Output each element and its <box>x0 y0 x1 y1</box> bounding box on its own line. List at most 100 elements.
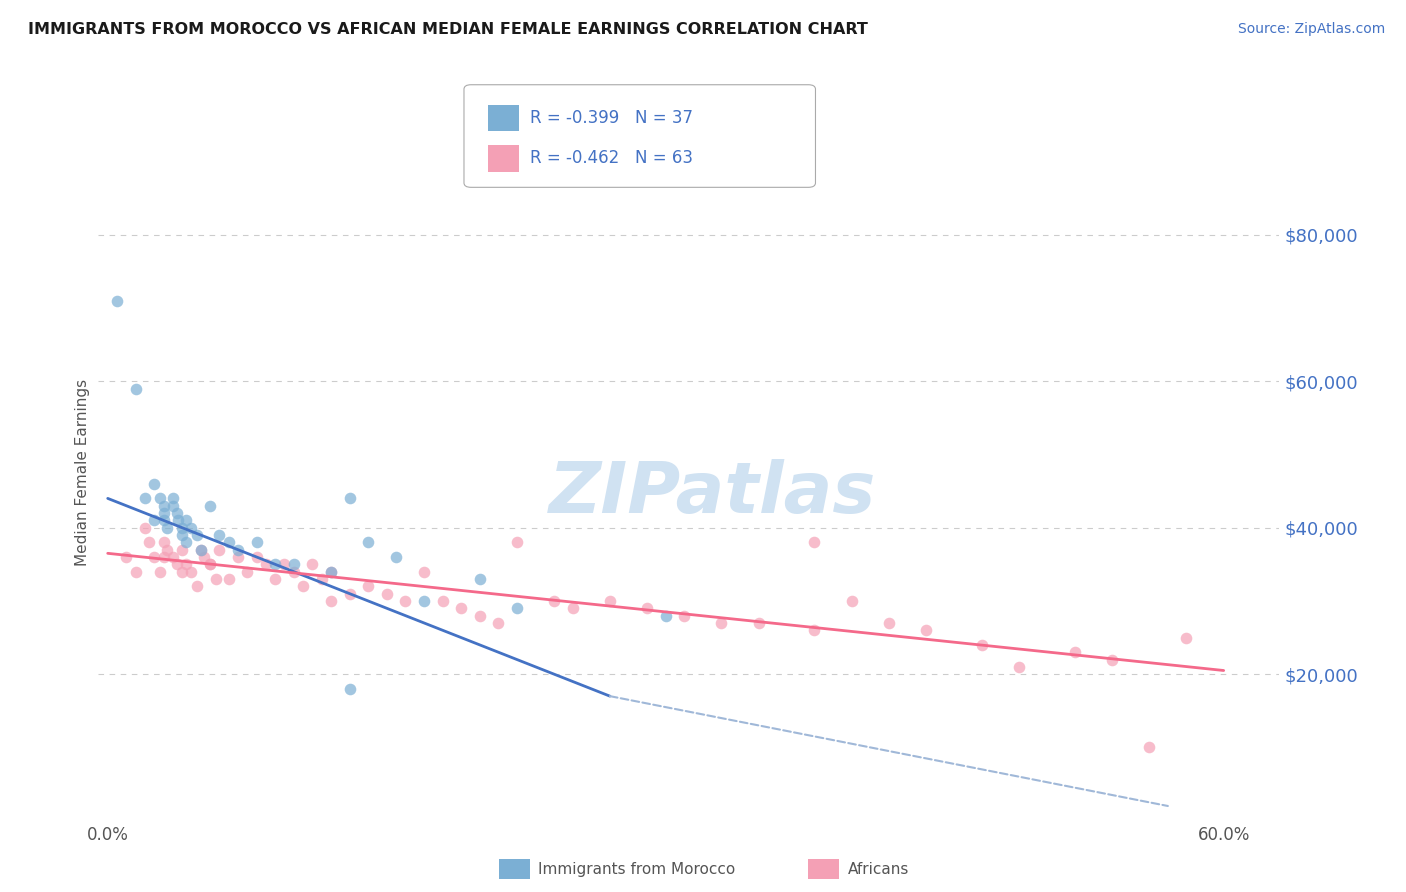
Text: IMMIGRANTS FROM MOROCCO VS AFRICAN MEDIAN FEMALE EARNINGS CORRELATION CHART: IMMIGRANTS FROM MOROCCO VS AFRICAN MEDIA… <box>28 22 868 37</box>
Point <box>105 293 128 308</box>
Point <box>174 513 197 527</box>
Point <box>468 572 491 586</box>
Point <box>162 549 184 564</box>
Point <box>143 513 166 527</box>
Point <box>134 491 156 506</box>
Point <box>167 513 190 527</box>
Point <box>486 615 509 630</box>
Point <box>915 624 938 638</box>
Point <box>1101 652 1123 666</box>
Point <box>149 491 172 506</box>
Point <box>654 608 676 623</box>
Point <box>236 565 259 579</box>
Point <box>385 549 408 564</box>
Point <box>152 513 174 527</box>
Point <box>143 476 166 491</box>
Point <box>166 558 188 572</box>
Point <box>506 535 529 549</box>
Point <box>1008 660 1031 674</box>
Point <box>301 558 323 572</box>
Point <box>172 521 194 535</box>
Point <box>450 601 472 615</box>
Point <box>311 572 333 586</box>
Point <box>339 681 361 696</box>
Point <box>156 521 179 535</box>
Text: Source: ZipAtlas.com: Source: ZipAtlas.com <box>1237 22 1385 37</box>
Point <box>115 549 138 564</box>
Point <box>193 549 215 564</box>
Point <box>152 535 174 549</box>
Point <box>375 586 398 600</box>
Point <box>152 506 174 520</box>
Point <box>172 542 194 557</box>
Point <box>599 594 621 608</box>
Point <box>226 542 249 557</box>
Point <box>152 549 174 564</box>
Point <box>1063 645 1085 659</box>
Point <box>264 558 287 572</box>
Point <box>190 542 212 557</box>
Point <box>124 382 146 396</box>
Point <box>174 535 197 549</box>
Point <box>292 579 315 593</box>
Point <box>138 535 160 549</box>
Point <box>748 615 770 630</box>
Text: Immigrants from Morocco: Immigrants from Morocco <box>538 863 735 877</box>
Point <box>803 624 825 638</box>
Point <box>673 608 696 623</box>
Text: Africans: Africans <box>848 863 910 877</box>
Point <box>166 506 188 520</box>
Point <box>283 565 305 579</box>
Point <box>357 535 380 549</box>
Point <box>152 499 174 513</box>
Point <box>186 528 208 542</box>
Point <box>1175 631 1198 645</box>
Point <box>198 499 221 513</box>
Point <box>357 579 380 593</box>
Point <box>432 594 454 608</box>
Point <box>319 594 342 608</box>
Point <box>208 528 231 542</box>
Point <box>226 549 249 564</box>
Point <box>172 528 194 542</box>
Point <box>970 638 993 652</box>
Point <box>283 558 305 572</box>
Point <box>710 615 733 630</box>
Point <box>254 558 277 572</box>
Point <box>208 542 231 557</box>
Point <box>394 594 416 608</box>
Point <box>186 579 208 593</box>
Point <box>134 521 156 535</box>
Point <box>190 542 212 557</box>
Point <box>174 558 197 572</box>
Point <box>264 572 287 586</box>
Point <box>339 491 361 506</box>
Text: R = -0.462   N = 63: R = -0.462 N = 63 <box>530 149 693 167</box>
Point <box>245 535 267 549</box>
Point <box>506 601 529 615</box>
Point <box>162 499 184 513</box>
Point <box>636 601 658 615</box>
Point <box>877 615 900 630</box>
Point <box>124 565 146 579</box>
Point <box>561 601 583 615</box>
Point <box>204 572 226 586</box>
Point <box>218 535 240 549</box>
Point <box>319 565 342 579</box>
Point <box>468 608 491 623</box>
Point <box>198 558 221 572</box>
Y-axis label: Median Female Earnings: Median Female Earnings <box>75 379 90 566</box>
Point <box>162 491 184 506</box>
Text: ZIPatlas: ZIPatlas <box>548 459 876 528</box>
Point <box>543 594 565 608</box>
Point <box>319 565 342 579</box>
Point <box>841 594 863 608</box>
Point <box>339 586 361 600</box>
Point <box>172 565 194 579</box>
Point <box>180 565 202 579</box>
Point <box>218 572 240 586</box>
Point <box>412 565 434 579</box>
Point <box>198 558 221 572</box>
Point <box>180 521 202 535</box>
Point <box>273 558 295 572</box>
